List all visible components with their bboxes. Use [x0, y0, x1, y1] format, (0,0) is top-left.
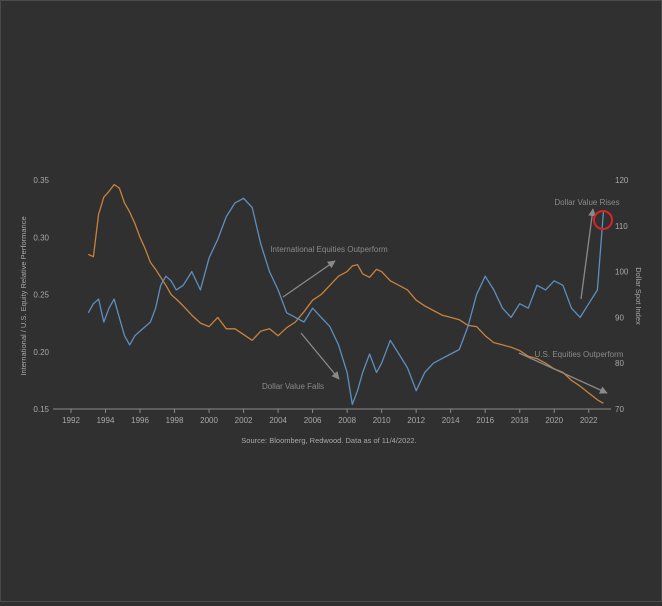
right-tick-label: 80 [615, 359, 624, 368]
x-tick-label: 2008 [338, 416, 356, 425]
annotation-dollar-falls: Dollar Value Falls [262, 382, 324, 391]
x-tick-label: 2022 [580, 416, 598, 425]
x-axis-ticks: 1992 1994 1996 1998 2000 2002 2004 2006 2008 2010… [62, 409, 598, 425]
x-tick-label: 2018 [511, 416, 529, 425]
right-tick-label: 70 [615, 405, 624, 414]
right-tick-label: 110 [615, 222, 628, 231]
x-tick-label: 2012 [407, 416, 425, 425]
annotation-us-outperform-line1: U.S. Equities Outperform [535, 350, 624, 359]
x-tick-label: 2020 [545, 416, 563, 425]
x-tick-label: 2000 [200, 416, 218, 425]
x-tick-label: 1996 [131, 416, 149, 425]
left-axis-label: International / U.S. Equity Relative Per… [19, 216, 28, 375]
annotation-international-outperform: International Equities Outperform [270, 245, 388, 254]
right-axis-label: Dollar Spot Index [634, 267, 643, 325]
arrow-us-outperform [518, 352, 608, 394]
x-tick-label: 2006 [304, 416, 322, 425]
series-group [87, 183, 605, 406]
right-axis-ticks: 70 80 90 100 110 120 [615, 176, 629, 414]
right-tick-label: 120 [615, 176, 629, 185]
right-tick-label: 100 [615, 268, 629, 277]
left-tick-label: 0.20 [33, 348, 49, 357]
x-tick-label: 2010 [373, 416, 391, 425]
left-axis-ticks: 0.15 0.20 0.25 0.30 0.35 [33, 176, 49, 414]
arrow-international-outperform [282, 260, 336, 298]
x-tick-label: 2004 [269, 416, 287, 425]
arrow-dollar-falls [300, 332, 340, 380]
x-tick-label: 2002 [235, 416, 253, 425]
x-tick-label: 1994 [97, 416, 115, 425]
left-tick-label: 0.25 [33, 291, 49, 300]
dollar-index-line [87, 197, 605, 406]
highlight-circle [593, 210, 613, 230]
right-tick-label: 90 [615, 313, 624, 322]
relative-performance-line [88, 183, 604, 404]
x-tick-label: 2016 [476, 416, 494, 425]
arrow-dollar-rises [580, 208, 596, 300]
left-tick-label: 0.30 [33, 233, 49, 242]
x-tick-label: 2014 [442, 416, 460, 425]
x-tick-label: 1998 [166, 416, 184, 425]
left-tick-label: 0.35 [33, 176, 49, 185]
x-tick-label: 1992 [62, 416, 80, 425]
left-tick-label: 0.15 [33, 405, 49, 414]
source-note: Source: Bloomberg, Redwood. Data as of 1… [241, 436, 416, 445]
annotation-dollar-rises: Dollar Value Rises [554, 198, 619, 207]
